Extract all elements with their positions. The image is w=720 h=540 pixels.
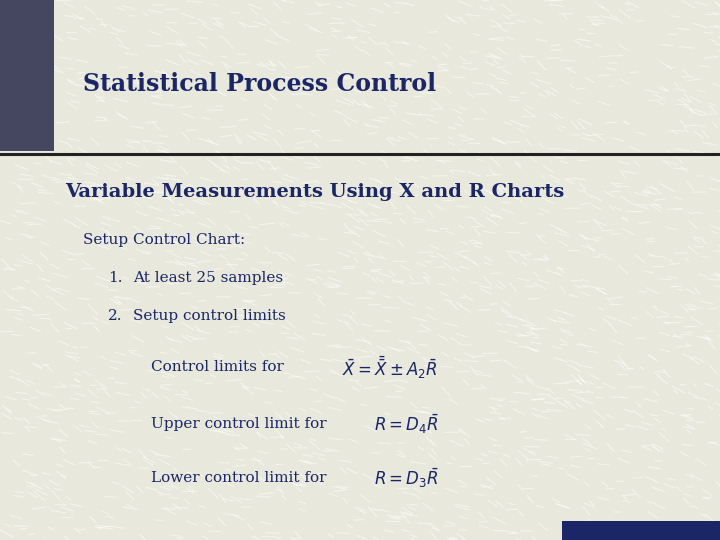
Text: Upper control limit for: Upper control limit for	[151, 417, 327, 431]
Bar	[0, 0, 54, 151]
Text: $R = D_4\bar{R}$: $R = D_4\bar{R}$	[374, 412, 439, 436]
Text: $\bar{X} = \bar{\bar{X}} \pm A_2\bar{R}$: $\bar{X} = \bar{\bar{X}} \pm A_2\bar{R}$	[342, 354, 438, 381]
Text: 1.: 1.	[108, 271, 122, 285]
Text: Setup Control Chart:: Setup Control Chart:	[83, 233, 245, 247]
Text: At least 25 samples: At least 25 samples	[133, 271, 284, 285]
Text: Statistical Process Control: Statistical Process Control	[83, 72, 436, 96]
Text: Lower control limit for: Lower control limit for	[151, 471, 327, 485]
Text: Variable Measurements Using X and R Charts: Variable Measurements Using X and R Char…	[65, 183, 564, 201]
Text: Setup control limits: Setup control limits	[133, 309, 286, 323]
Text: $R = D_3\bar{R}$: $R = D_3\bar{R}$	[374, 466, 439, 490]
Text: Control limits for: Control limits for	[151, 360, 284, 374]
Bar	[562, 521, 720, 540]
Text: 2.: 2.	[108, 309, 122, 323]
